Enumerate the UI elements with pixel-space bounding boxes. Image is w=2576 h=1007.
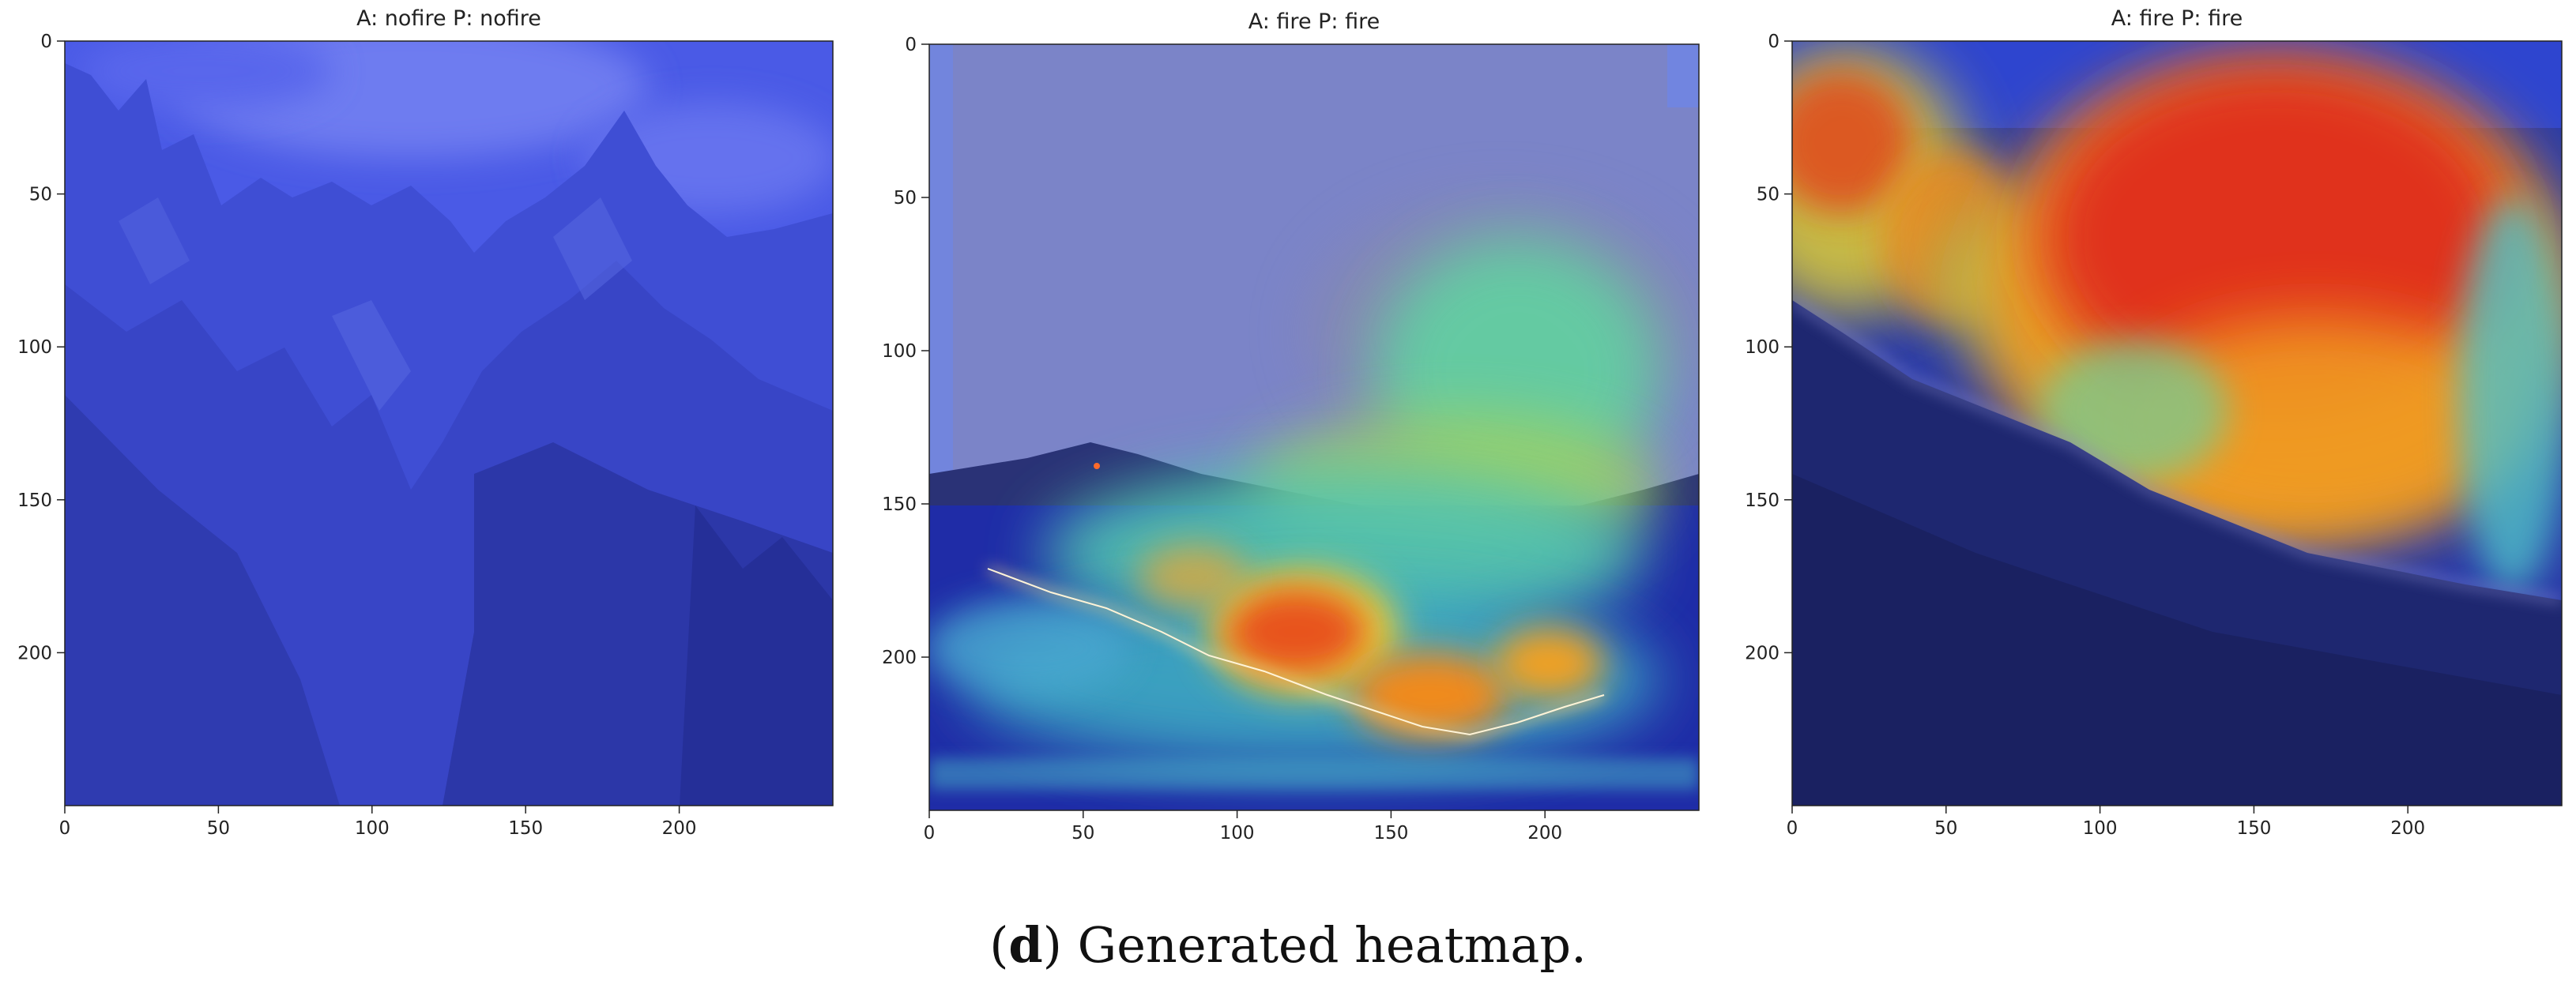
y-tick-label: 100 [17, 337, 52, 358]
x-tick-label: 50 [1071, 823, 1094, 844]
figure-caption: (d) Generated heatmap. [0, 916, 2576, 974]
y-tick-label: 200 [17, 643, 52, 663]
caption-open-paren: ( [989, 916, 1009, 974]
y-tick-label: 50 [1757, 185, 1779, 205]
y-tick-label: 150 [882, 494, 917, 515]
panel-2: A: fire P: fire 0 50 100 150 200 0 50 100 150 200 [882, 9, 1700, 844]
x-tick-label: 200 [662, 818, 697, 839]
x-tick-label: 200 [1527, 823, 1562, 844]
panel-1-title: A: nofire P: nofire [356, 6, 541, 31]
caption-text: Generated heatmap. [1061, 916, 1587, 974]
panel-1-image [65, 41, 833, 806]
panel-1: A: nofire P: nofire 0 50 100 150 200 0 50 100 15… [17, 6, 834, 839]
y-tick-label: 200 [1745, 643, 1779, 663]
x-tick-label: 50 [1934, 818, 1957, 839]
x-tick-label: 0 [924, 823, 936, 844]
x-tick-label: 50 [207, 818, 230, 839]
x-tick-label: 100 [355, 818, 390, 839]
x-tick-label: 100 [2083, 818, 2118, 839]
caption-close-paren: ) [1042, 916, 1062, 974]
y-tick-label: 50 [29, 185, 52, 205]
y-tick-label: 100 [882, 341, 917, 362]
panel-2-frame [928, 43, 1700, 811]
y-tick-label: 200 [882, 648, 917, 668]
panel-1-ticks: 0 50 100 150 200 0 50 100 150 200 [17, 32, 696, 839]
x-tick-label: 0 [1787, 818, 1798, 839]
y-tick-label: 150 [1745, 490, 1779, 511]
panel-2-image [929, 44, 1699, 810]
y-tick-label: 150 [17, 490, 52, 511]
x-tick-label: 0 [59, 818, 71, 839]
x-tick-label: 100 [1220, 823, 1255, 844]
caption-letter: d [1008, 916, 1043, 974]
panel-3-ticks: 0 50 100 150 200 0 50 100 150 200 [1745, 32, 2425, 839]
y-tick-label: 0 [905, 35, 917, 55]
panel-2-ticks: 0 50 100 150 200 0 50 100 150 200 [882, 35, 1562, 844]
x-tick-label: 150 [2236, 818, 2271, 839]
x-tick-label: 200 [2390, 818, 2425, 839]
panel-3: A: fire P: fire 0 50 100 150 200 0 50 100 150 200 [1745, 6, 2563, 839]
y-tick-label: 0 [1768, 32, 1779, 52]
y-tick-label: 0 [40, 32, 52, 52]
y-tick-label: 100 [1745, 337, 1779, 358]
panel-3-frame [1791, 40, 2563, 806]
y-tick-label: 50 [894, 188, 917, 209]
x-tick-label: 150 [508, 818, 543, 839]
panel-3-image [1792, 41, 2562, 806]
panel-1-frame [64, 40, 834, 806]
panel-2-title: A: fire P: fire [1248, 9, 1380, 34]
x-tick-label: 150 [1373, 823, 1408, 844]
panel-3-title: A: fire P: fire [2111, 6, 2243, 31]
